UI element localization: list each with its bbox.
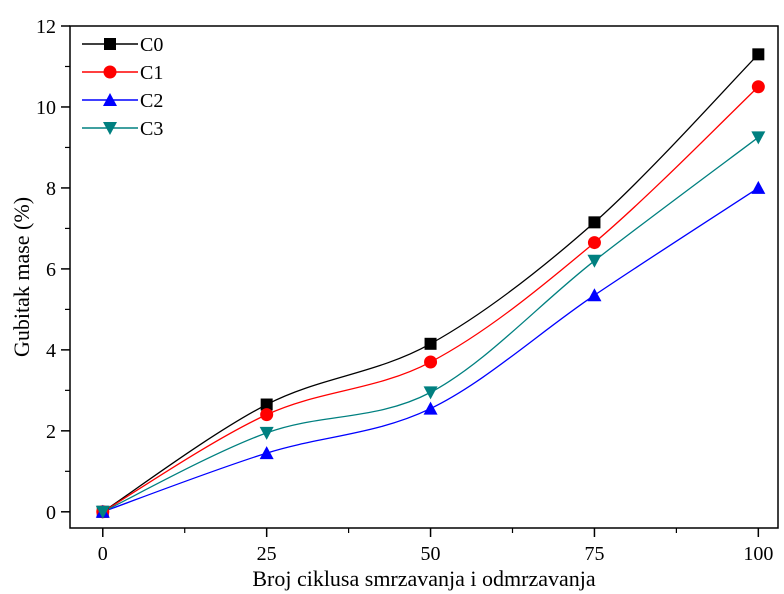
- y-tick-label: 6: [46, 259, 56, 281]
- data-point-c0: [260, 398, 273, 411]
- data-point-c1: [751, 80, 765, 94]
- x-tick-label: 100: [743, 543, 773, 565]
- series-curves: [102, 53, 759, 513]
- legend-marker-c3: [103, 122, 117, 135]
- x-axis-title: Broj ciklusa smrzavanja i odmrzavanja: [252, 566, 596, 591]
- data-point-c0: [424, 337, 437, 350]
- legend-label-c3: C3: [140, 118, 163, 140]
- data-point-c3: [95, 505, 110, 519]
- data-point-c0: [588, 216, 601, 229]
- y-tick-label: 12: [36, 16, 56, 38]
- data-point-c1: [587, 236, 601, 250]
- x-tick-label: 50: [421, 543, 441, 565]
- y-axis-title: Gubitak mase (%): [9, 197, 34, 357]
- x-axis-ticks: 0 25 50 75 100: [98, 528, 773, 565]
- data-point-c0: [752, 48, 765, 61]
- data-point-c1: [424, 355, 438, 369]
- x-tick-label: 25: [257, 543, 277, 565]
- data-point-c2: [587, 288, 602, 302]
- x-tick-label: 75: [584, 543, 604, 565]
- y-tick-label: 0: [46, 502, 56, 524]
- data-point-c3: [423, 386, 438, 400]
- y-tick-label: 8: [46, 178, 56, 200]
- plot-area-border: [69, 25, 779, 529]
- legend-label-c2: C2: [140, 90, 163, 112]
- data-point-c3: [259, 426, 274, 440]
- series-line-c3: [102, 136, 759, 513]
- data-point-c3: [587, 254, 602, 268]
- legend: C0 C1 C2 C3: [82, 34, 163, 140]
- series-line-c0: [102, 53, 759, 513]
- data-point-c2: [751, 180, 766, 194]
- legend-label-c0: C0: [140, 34, 163, 56]
- plot-frame: [69, 25, 779, 529]
- x-tick-label: 0: [98, 543, 108, 565]
- legend-marker-c1: [103, 65, 117, 79]
- y-tick-label: 4: [46, 340, 56, 362]
- legend-label-c1: C1: [140, 62, 163, 84]
- data-point-c1: [260, 408, 274, 422]
- data-point-c2: [259, 446, 274, 460]
- series-markers: [95, 48, 766, 519]
- y-axis-ticks: 0 2 4 6 8 10 12: [36, 16, 70, 524]
- series-line-c1: [102, 86, 759, 513]
- legend-marker-c0: [104, 38, 116, 50]
- data-point-c3: [751, 131, 766, 145]
- series-line-c2: [102, 187, 759, 513]
- y-tick-label: 2: [46, 421, 56, 443]
- y-tick-label: 10: [36, 97, 56, 119]
- data-point-c2: [423, 401, 438, 415]
- legend-marker-c2: [103, 93, 117, 106]
